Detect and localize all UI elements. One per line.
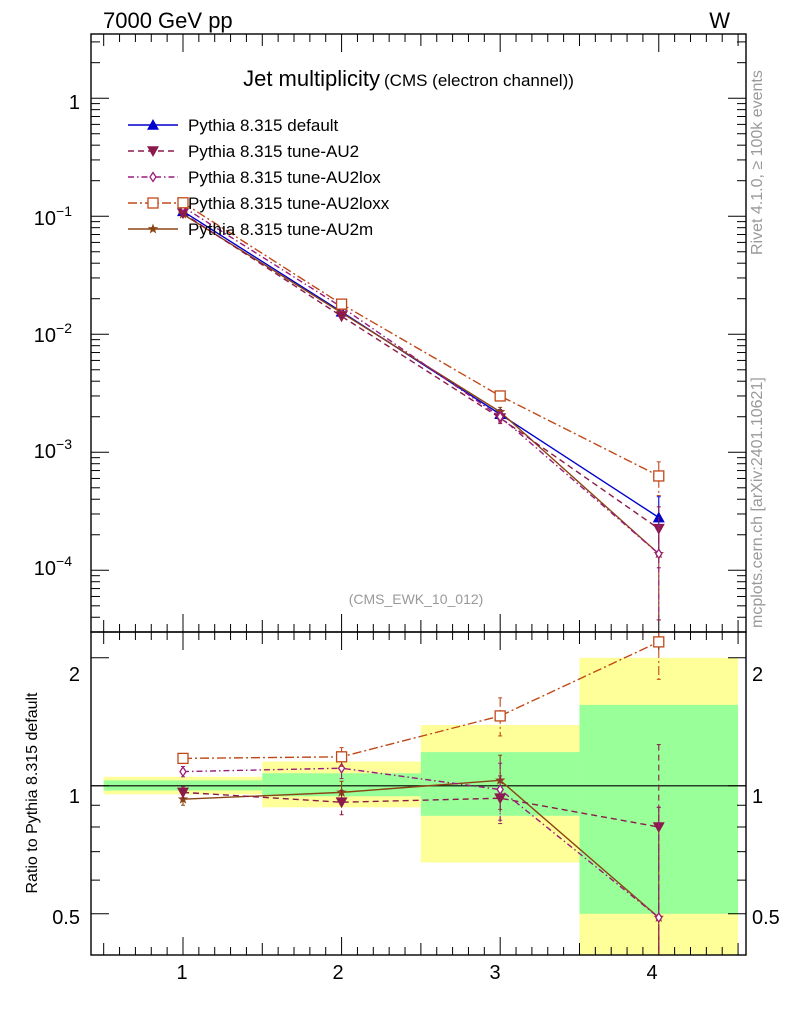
legend-marker-4 xyxy=(147,223,159,234)
main-point-2-3 xyxy=(654,548,663,560)
chart-title: Jet multiplicity xyxy=(243,66,380,91)
main-panel: 1 10−1 10−2 10−3 10−4 Jet multiplicity (… xyxy=(34,33,747,633)
y-tick-label-4: 10−4 xyxy=(34,553,72,580)
main-y-tick-labels: 1 10−1 10−2 10−3 10−4 xyxy=(34,92,80,580)
ratio-point-2-0 xyxy=(179,765,187,778)
main-point-3-0 xyxy=(177,197,189,209)
ratio-panel: 2 1 0.5 2 1 0.5 1 2 3 4 Ratio to Pythia … xyxy=(24,631,780,984)
ratio-panel-frame xyxy=(90,631,747,956)
main-axis-ticks xyxy=(91,34,746,633)
x-tick-labels: 1 2 3 4 xyxy=(176,962,657,984)
x-tick-label-2: 3 xyxy=(489,962,500,984)
ratio-tick-label-left-0: 2 xyxy=(69,664,80,686)
ratio-point-2-2 xyxy=(496,783,504,796)
ratio-point-3-1 xyxy=(335,751,348,763)
ratio-tick-label-left-2: 0.5 xyxy=(52,907,80,929)
ratio-point-2-3 xyxy=(654,911,663,924)
main-point-3-1 xyxy=(335,298,348,310)
ratio-point-1-0 xyxy=(176,787,189,799)
legend-marker-0 xyxy=(147,119,159,130)
ratio-point-3-0 xyxy=(177,752,189,765)
main-point-1-1 xyxy=(335,311,348,323)
ratio-point-3-3 xyxy=(653,636,665,648)
main-line-3 xyxy=(182,202,660,477)
ratio-point-1-2 xyxy=(494,793,507,805)
mcplots-label: mcplots.cern.ch [arXiv:2401.10621] xyxy=(749,377,766,628)
x-tick-label-1: 2 xyxy=(332,962,343,984)
legend: Pythia 8.315 default Pythia 8.315 tune-A… xyxy=(128,116,390,239)
analysis-label: (CMS_EWK_10_012) xyxy=(349,591,484,607)
ratio-y-tick-labels: 2 1 0.5 2 1 0.5 xyxy=(52,664,780,929)
energy-label: 7000 GeV pp xyxy=(103,8,233,33)
y-tick-label-0: 1 xyxy=(69,92,80,114)
chart-subtitle: (CMS (electron channel)) xyxy=(384,71,574,90)
legend-label-4: Pythia 8.315 tune-AU2m xyxy=(188,220,373,239)
ratio-tick-label-right-2: 0.5 xyxy=(752,907,780,929)
ratio-line-3 xyxy=(182,641,660,760)
ratio-line-2 xyxy=(182,767,660,919)
ratio-point-1-1 xyxy=(335,797,348,809)
y-tick-label-1: 10−1 xyxy=(34,203,72,230)
x-tick-label-0: 1 xyxy=(176,962,187,984)
ratio-point-3-2 xyxy=(494,710,506,722)
legend-label-0: Pythia 8.315 default xyxy=(188,116,339,135)
main-point-1-0 xyxy=(176,208,189,220)
ratio-line-4 xyxy=(182,779,660,919)
process-label: W xyxy=(709,8,730,33)
rivet-label: Rivet 4.1.0, ≥ 100k events xyxy=(749,70,766,255)
legend-marker-1 xyxy=(147,146,159,157)
main-point-2-2 xyxy=(496,411,504,423)
legend-marker-3 xyxy=(147,197,159,209)
ratio-tick-label-left-1: 1 xyxy=(69,786,80,808)
ratio-y-axis-label: Ratio to Pythia 8.315 default xyxy=(24,692,41,894)
ratio-axis-ticks xyxy=(91,632,746,955)
main-line-2 xyxy=(182,206,660,555)
ratio-bands xyxy=(103,657,739,955)
legend-label-1: Pythia 8.315 tune-AU2 xyxy=(188,142,359,161)
ratio-point-1-3 xyxy=(652,822,665,834)
legend-label-3: Pythia 8.315 tune-AU2loxx xyxy=(188,194,390,213)
main-line-1 xyxy=(182,212,660,530)
main-point-3-2 xyxy=(494,390,506,402)
legend-label-2: Pythia 8.315 tune-AU2lox xyxy=(188,168,381,187)
x-tick-label-3: 4 xyxy=(646,962,657,984)
y-tick-label-3: 10−3 xyxy=(34,436,72,463)
main-series-layer xyxy=(176,197,665,621)
ratio-tick-label-right-1: 1 xyxy=(752,786,763,808)
y-tick-label-2: 10−2 xyxy=(34,320,72,347)
legend-marker-2 xyxy=(149,171,157,183)
ratio-tick-label-right-0: 2 xyxy=(752,664,763,686)
main-point-3-3 xyxy=(653,470,665,482)
